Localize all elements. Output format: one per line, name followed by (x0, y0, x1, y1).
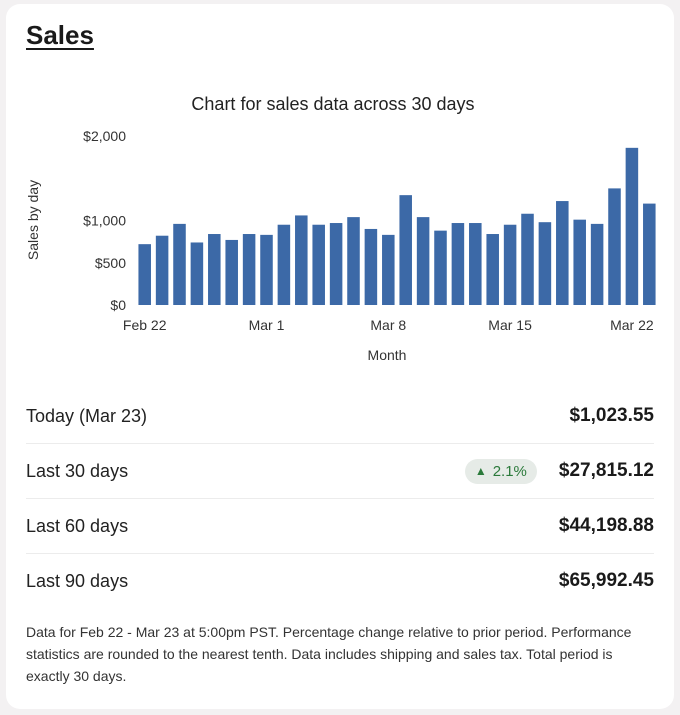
chart-bar (451, 223, 465, 305)
summary-row-today: Today (Mar 23) $1,023.55 (26, 389, 654, 444)
chart-bar (312, 224, 325, 305)
chart-bar (538, 222, 552, 305)
footnote: Data for Feb 22 - Mar 23 at 5:00pm PST. … (26, 624, 632, 684)
change-percent: 2.1% (492, 462, 527, 480)
change-badge: ▲ 2.1% (464, 458, 537, 484)
y-tick-label: $1,000 (83, 213, 126, 229)
x-tick-label: Mar 8 (370, 317, 406, 333)
chart-bar (503, 224, 517, 305)
chart-bar (608, 188, 621, 305)
page-title: Sales (26, 20, 94, 50)
chart-bar (469, 223, 482, 305)
summary-label: Last 90 days (26, 570, 129, 591)
chart-bar (521, 213, 534, 305)
chart-bar (573, 219, 586, 305)
chart-title: Chart for sales data across 30 days (191, 94, 474, 114)
chart-bar (173, 223, 186, 305)
chart-bar (277, 224, 291, 305)
summary-label: Last 60 days (26, 515, 129, 536)
chart-bar (190, 242, 204, 305)
chart-bar (329, 223, 343, 305)
y-tick-label: $500 (95, 255, 126, 271)
chart-bar (556, 201, 569, 305)
y-tick-label: $2,000 (83, 128, 126, 144)
y-axis-title: Sales by day (25, 180, 41, 260)
chart-bar (643, 203, 656, 305)
chart-bar (242, 234, 256, 305)
chart-bar (434, 230, 447, 305)
chart-bar (225, 239, 238, 305)
chart-bar (208, 234, 221, 305)
summary-row-last-60: Last 60 days $44,198.88 (26, 499, 654, 554)
summary-value: $44,198.88 (558, 515, 654, 536)
chart-bar (260, 234, 273, 305)
x-tick-label: Mar 22 (610, 317, 654, 333)
triangle-up-icon: ▲ (474, 464, 487, 478)
summary-value: $1,023.55 (569, 405, 654, 426)
x-tick-label: Feb 22 (123, 317, 167, 333)
chart-bar (295, 215, 308, 305)
chart-bar (486, 234, 499, 305)
summary-label: Today (Mar 23) (26, 405, 148, 426)
chart-bar (590, 223, 604, 305)
chart-bar (399, 195, 412, 305)
chart-bar (347, 217, 360, 305)
summary-value: $65,992.45 (558, 570, 654, 591)
summary-list: Today (Mar 23) $1,023.55 Last 30 days ▲ … (26, 389, 654, 608)
summary-row-last-90: Last 90 days $65,992.45 (26, 554, 654, 608)
chart-bar (625, 147, 639, 305)
x-tick-label: Mar 15 (488, 317, 532, 333)
chart-svg: Chart for sales data across 30 days $2,00… (25, 94, 656, 363)
sales-chart: Chart for sales data across 30 days $2,00… (6, 84, 674, 374)
summary-value: $27,815.12 (558, 460, 654, 481)
x-tick-label: Mar 1 (249, 317, 285, 333)
chart-bar (138, 244, 151, 305)
x-axis-title: Month (368, 347, 407, 363)
sales-card: Sales Chart for sales data across 30 day… (6, 4, 674, 709)
chart-bar (155, 235, 169, 305)
summary-row-last-30: Last 30 days ▲ 2.1% $27,815.12 (26, 444, 654, 499)
chart-bar (364, 228, 378, 305)
chart-bar (416, 217, 430, 305)
y-tick-label: $0 (110, 297, 126, 313)
summary-label: Last 30 days (26, 460, 129, 481)
chart-bar (382, 234, 395, 305)
